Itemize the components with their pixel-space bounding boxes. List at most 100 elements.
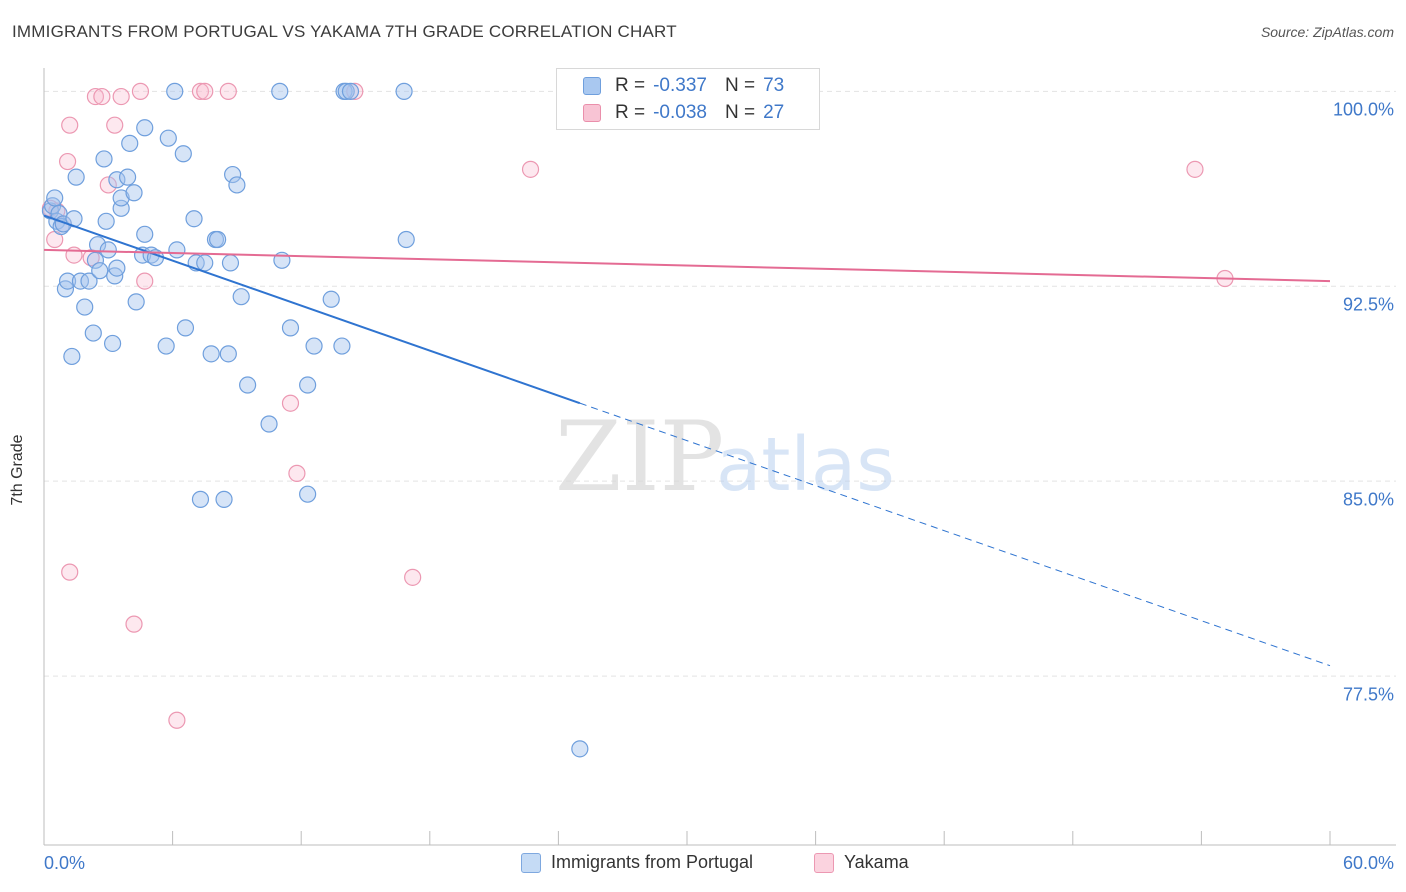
series-legend: Immigrants from Portugal Yakama [0,852,1406,878]
data-point-portugal [224,165,242,184]
data-point-portugal [168,241,186,259]
legend-item-yakama[interactable]: Yakama [814,852,909,873]
data-point-yakama [86,87,105,106]
data-point-yakama [521,160,540,178]
stats-n-label: N = [724,75,756,96]
stats-n-value: 27 [763,102,785,123]
data-point-yakama [219,82,237,100]
data-point-portugal [299,376,317,394]
data-point-portugal [260,415,278,433]
data-point-portugal [91,262,109,280]
trend-lines [43,214,1331,667]
chart-title: IMMIGRANTS FROM PORTUGAL VS YAKAMA 7TH G… [12,22,677,41]
data-point-portugal [76,298,94,316]
data-point-yakama [58,152,77,171]
data-point-portugal [80,272,98,290]
legend-swatch-portugal [521,852,541,873]
data-point-portugal [88,236,107,254]
legend-label-portugal: Immigrants from Portugal [551,852,754,872]
watermark-atlas: atlas [716,422,895,508]
data-point-portugal [108,259,126,277]
stats-swatch-yakama [583,104,601,122]
x-tick-label: 60.0% [1343,853,1394,873]
data-point-portugal [121,134,139,152]
data-point-yakama [404,568,422,586]
data-point-portugal [397,230,415,249]
data-point-portugal [84,324,102,342]
stats-swatch-portugal [583,77,601,95]
data-point-yakama [61,116,79,134]
data-point-portugal [46,189,64,207]
data-point-portugal [125,184,143,202]
trend-line-yakama [43,248,1331,283]
data-point-yakama [136,272,154,290]
data-point-portugal [136,119,154,137]
data-point-portugal [395,82,413,100]
data-point-portugal [191,490,210,508]
data-point-portugal [341,82,360,100]
data-point-portugal [305,337,323,355]
tick-labels: 100.0% 92.5% 85.0% 77.5% 0.0% 60.0% [44,100,1394,873]
data-point-yakama [93,87,111,106]
y-tick-label: 100.0% [1333,100,1394,120]
data-point-yakama [99,176,117,194]
data-point-portugal [228,176,246,194]
stats-n-value: 73 [763,75,785,96]
data-point-yakama [125,615,143,633]
axes [43,68,1396,846]
y-tick-label: 92.5% [1343,294,1394,314]
y-tick-label: 85.0% [1343,489,1394,509]
legend-item-portugal[interactable]: Immigrants from Portugal [521,852,753,873]
data-point-portugal [176,319,195,337]
stats-r-value: -0.038 [653,102,707,123]
data-point-portugal [215,490,233,508]
stats-r-value: -0.337 [653,75,707,96]
data-point-portugal [112,189,130,207]
data-point-yakama [112,87,130,106]
stats-row-portugal: R = -0.337 N = 73 [583,73,784,99]
watermark: ZIP atlas [555,401,895,513]
data-point-portugal [136,225,154,243]
data-point-yakama [61,563,79,581]
data-point-portugal [127,293,145,311]
legend-label-yakama: Yakama [844,852,909,872]
data-point-portugal [333,337,351,355]
data-point-portugal [209,230,227,249]
y-tick-label: 77.5% [1343,684,1394,704]
x-tick-label: 0.0% [44,853,85,873]
data-point-portugal [166,82,184,100]
data-point-portugal [232,288,250,306]
data-point-portugal [157,337,175,355]
data-point-portugal [202,345,220,363]
data-point-portugal [67,168,85,186]
data-point-portugal [322,290,340,308]
data-point-portugal [239,376,257,394]
stats-r-label: R = [615,75,646,96]
data-point-portugal [299,485,317,503]
data-point-yakama [288,464,306,482]
data-point-portugal [99,241,117,259]
data-point-portugal [97,212,115,230]
series-portugal-points [41,82,589,758]
data-point-portugal [219,345,237,363]
data-point-portugal [281,319,300,337]
data-point-portugal [103,334,122,353]
data-point-yakama [191,82,210,100]
data-point-portugal [571,740,589,758]
legend-swatch-yakama [814,852,834,873]
data-point-portugal [271,82,289,100]
data-point-yakama [106,116,124,134]
stats-legend: R = -0.337 N = 73 R = -0.038 N = 27 [556,68,820,130]
data-point-portugal [58,272,77,290]
data-point-portugal [108,171,126,189]
data-point-portugal [221,254,240,272]
watermark-zip: ZIP [555,401,724,513]
data-point-portugal [174,145,192,163]
data-point-portugal [196,254,214,272]
data-point-portugal [118,168,137,186]
stats-n-label: N = [724,102,756,123]
data-point-yakama [168,711,186,729]
source-credit: Source: ZipAtlas.com [1260,24,1394,40]
trend-line-portugal [43,214,581,405]
data-point-yakama [1186,160,1204,178]
